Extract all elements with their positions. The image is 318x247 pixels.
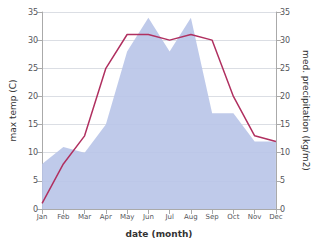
- svg-text:25: 25: [28, 64, 38, 73]
- svg-text:35: 35: [28, 8, 38, 17]
- svg-text:max temp (C): max temp (C): [8, 79, 18, 141]
- svg-text:10: 10: [28, 148, 38, 157]
- svg-text:5: 5: [280, 176, 285, 185]
- svg-text:Aug: Aug: [184, 213, 198, 221]
- svg-text:Jul: Jul: [164, 213, 174, 221]
- svg-text:10: 10: [280, 148, 290, 157]
- svg-text:Mar: Mar: [78, 213, 91, 221]
- svg-text:date (month): date (month): [126, 229, 193, 239]
- svg-text:30: 30: [280, 36, 290, 45]
- svg-text:15: 15: [280, 120, 290, 129]
- svg-text:Oct: Oct: [227, 213, 239, 221]
- svg-text:Feb: Feb: [57, 213, 70, 221]
- svg-text:0: 0: [279, 204, 285, 214]
- svg-text:20: 20: [28, 92, 38, 101]
- svg-text:Apr: Apr: [100, 213, 112, 221]
- svg-text:Dec: Dec: [269, 213, 283, 221]
- svg-text:20: 20: [280, 92, 290, 101]
- svg-text:med. precipitation (kg/m2): med. precipitation (kg/m2): [301, 50, 311, 171]
- svg-text:Sep: Sep: [206, 213, 220, 221]
- svg-text:0: 0: [33, 204, 39, 214]
- svg-text:30: 30: [28, 36, 38, 45]
- svg-text:25: 25: [280, 64, 290, 73]
- svg-text:Jun: Jun: [142, 213, 154, 221]
- svg-text:Jan: Jan: [36, 213, 48, 221]
- svg-text:15: 15: [28, 120, 38, 129]
- svg-text:35: 35: [280, 8, 290, 17]
- svg-text:Nov: Nov: [248, 213, 262, 221]
- svg-text:May: May: [120, 213, 134, 221]
- svg-text:5: 5: [33, 176, 38, 185]
